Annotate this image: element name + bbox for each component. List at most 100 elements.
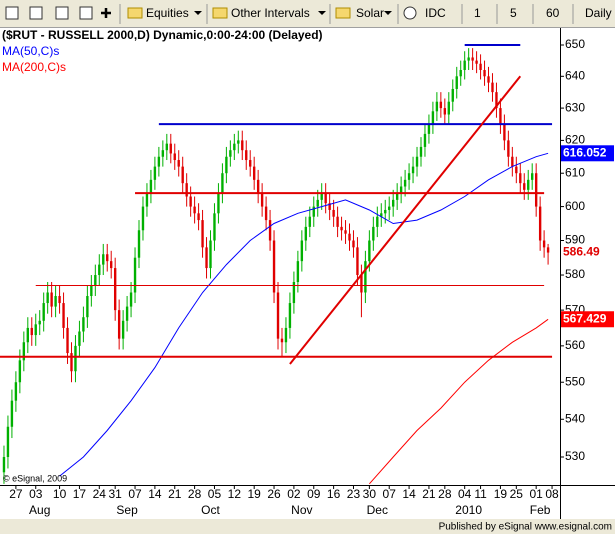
candle-body — [415, 156, 419, 167]
candle-body — [276, 292, 280, 339]
candle-body — [241, 140, 244, 151]
candle-body — [70, 353, 73, 372]
candle-body — [50, 292, 53, 307]
candle-body — [439, 101, 443, 109]
tool-icon[interactable] — [5, 6, 19, 20]
y-tick-label: 650 — [565, 37, 585, 51]
y-tick-label: 590 — [565, 233, 585, 247]
trendline — [289, 75, 522, 365]
candle-body — [249, 160, 252, 167]
candle-body — [495, 92, 498, 109]
y-tick-label: 580 — [565, 267, 585, 281]
candle-body — [117, 310, 121, 339]
candle-body — [455, 76, 458, 89]
candle-body — [38, 320, 41, 325]
candle-body — [46, 292, 49, 304]
footer: Published by eSignal www.esignal.com — [439, 522, 612, 533]
tool-icon[interactable] — [101, 8, 111, 18]
toolbar-item[interactable]: Solar — [356, 6, 384, 20]
candle-body — [435, 101, 439, 112]
candle-body — [538, 206, 542, 241]
candle-body — [58, 296, 61, 304]
candle-body — [399, 186, 403, 194]
candle-body — [376, 216, 379, 227]
y-tick-label: 600 — [565, 199, 585, 213]
candle-body — [352, 240, 355, 248]
candle-body — [423, 133, 427, 147]
x-tick-label: 12 — [228, 487, 242, 501]
candle-body — [320, 193, 323, 200]
copyright: © eSignal, 2009 — [3, 473, 67, 483]
toolbar-item[interactable]: 5 — [510, 6, 517, 20]
y-tick-label: 530 — [565, 449, 585, 463]
candle-body — [519, 173, 522, 184]
candle-body — [181, 166, 184, 184]
x-tick-label: 14 — [148, 487, 162, 501]
candle-body — [205, 247, 208, 269]
x-tick-label: 24 — [93, 487, 107, 501]
legend-entry: MA(50,C)s — [2, 44, 59, 58]
candle-body — [503, 124, 506, 141]
folder-icon — [127, 7, 143, 19]
candle-body — [392, 199, 395, 207]
x-tick-label: 26 — [267, 487, 281, 501]
candle-body — [221, 173, 224, 194]
toolbar-item[interactable]: IDC — [425, 6, 446, 20]
toolbar-item[interactable]: 60 — [546, 6, 560, 20]
candle-body — [197, 213, 200, 221]
candle-body — [507, 140, 510, 157]
candle-body — [209, 240, 212, 269]
tool-icon[interactable] — [29, 6, 43, 20]
dropdown-arrow[interactable] — [194, 11, 202, 15]
candle-body — [237, 140, 240, 144]
candle-body — [233, 143, 236, 151]
candle-body — [62, 303, 65, 328]
candle-body — [113, 268, 117, 311]
y-tick-label: 610 — [565, 165, 585, 179]
candle-body — [443, 108, 447, 115]
candle-body — [395, 193, 399, 200]
candle-body — [225, 156, 228, 174]
candle-body — [82, 317, 85, 332]
value-badge — [561, 244, 614, 261]
month-label: Nov — [291, 503, 312, 517]
y-tick-label: 560 — [565, 338, 585, 352]
candle-body — [483, 70, 486, 77]
candle-body — [523, 183, 526, 190]
candle-body — [511, 156, 514, 167]
toolbar-item[interactable]: Daily — [585, 6, 612, 20]
candle-body — [316, 199, 319, 207]
x-tick-label: 21 — [168, 487, 182, 501]
candle-body — [98, 264, 101, 276]
candle-body — [189, 196, 192, 207]
month-label: Oct — [201, 503, 220, 517]
x-tick-label: 10 — [53, 487, 67, 501]
toolbar-item[interactable]: Other Intervals — [231, 6, 310, 20]
tool-icon[interactable] — [55, 6, 69, 20]
candle-body — [312, 206, 315, 217]
toolbar-item[interactable]: 1 — [474, 6, 481, 20]
toolbar-item[interactable]: Equities — [146, 6, 189, 20]
candle-body — [308, 216, 311, 227]
candle-body — [110, 261, 113, 269]
y-tick-label: 540 — [565, 411, 585, 425]
value-badge — [561, 145, 614, 162]
candle-body — [292, 281, 296, 304]
month-label: Aug — [29, 503, 50, 517]
dropdown-arrow[interactable] — [384, 11, 392, 15]
candle-body — [260, 193, 264, 207]
candle-body — [546, 247, 550, 253]
candle-body — [14, 382, 18, 401]
candle-body — [201, 220, 204, 248]
symbol-icon[interactable] — [403, 6, 417, 20]
x-tick-label: 07 — [128, 487, 142, 501]
x-tick-label: 28 — [438, 487, 452, 501]
tool-icon[interactable] — [79, 6, 93, 20]
folder-icon — [335, 7, 351, 19]
dropdown-arrow[interactable] — [318, 11, 326, 15]
candle-body — [380, 213, 383, 217]
x-tick-label: 19 — [494, 487, 508, 501]
candle-body — [213, 213, 216, 241]
